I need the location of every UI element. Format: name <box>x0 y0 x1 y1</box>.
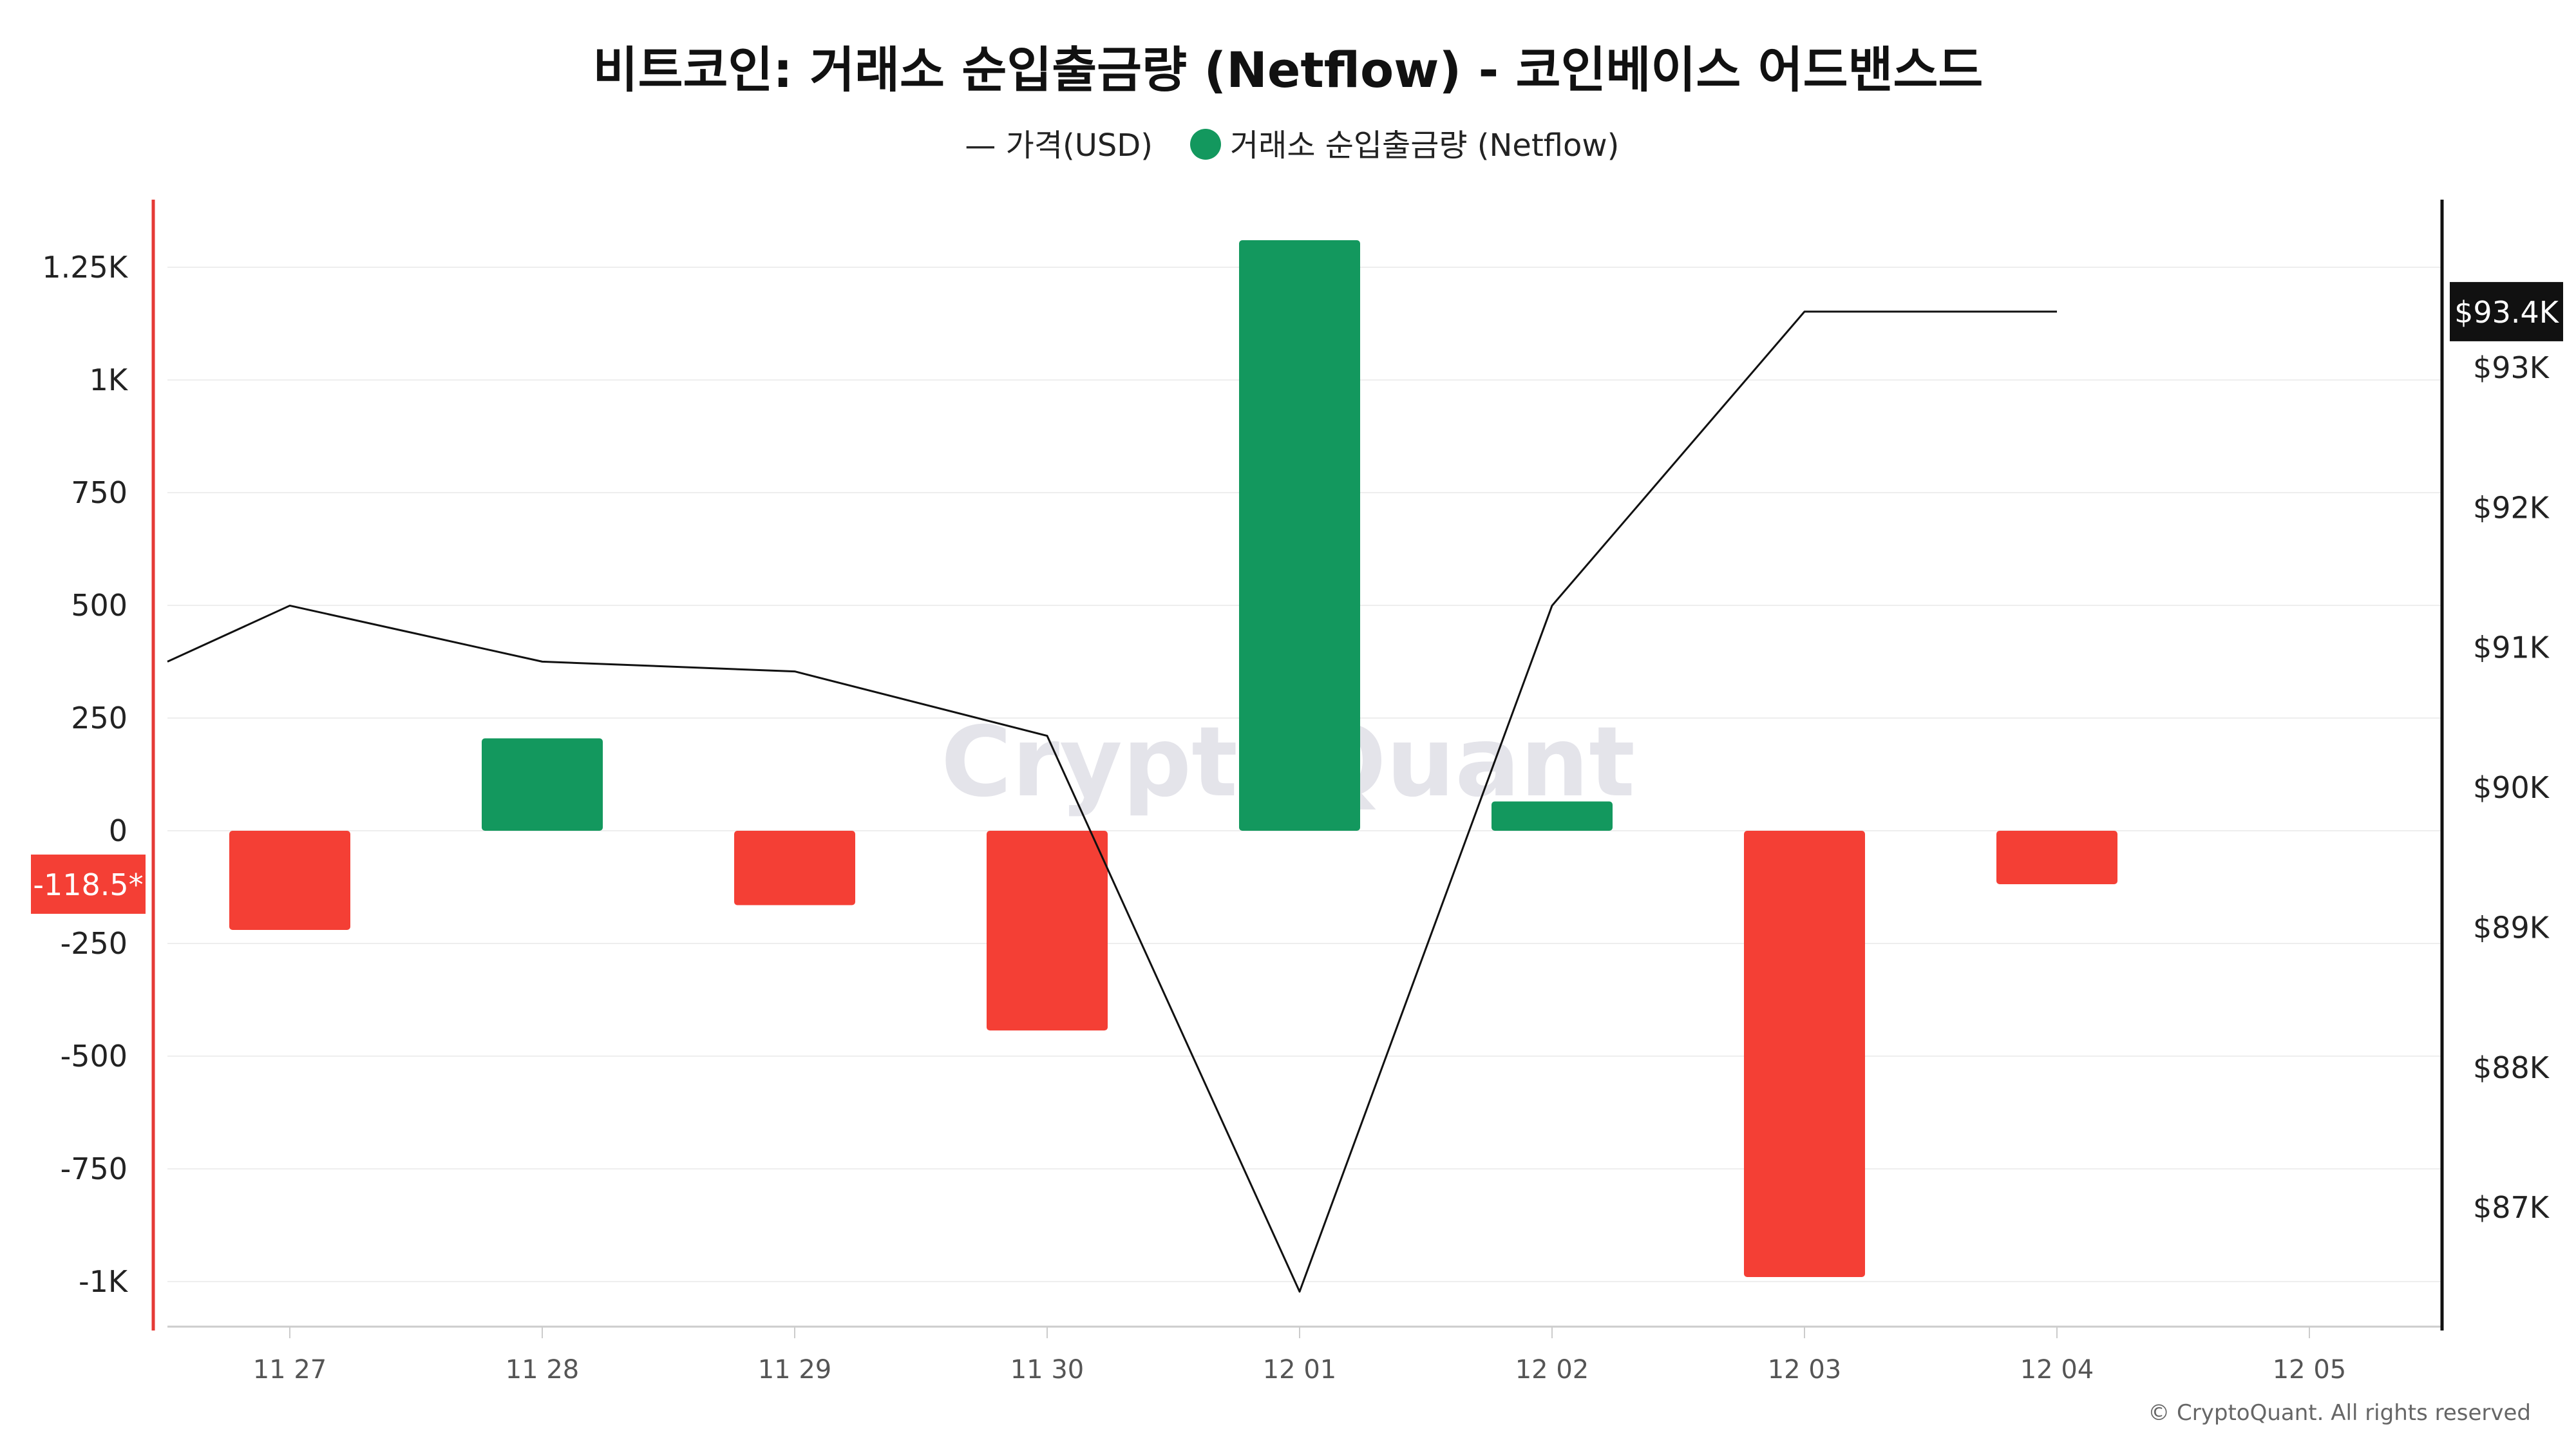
y-left-tick-label: -1K <box>79 1264 129 1299</box>
y-left-tick-label: 0 <box>109 813 128 848</box>
y-left-tick-label: 1.25K <box>42 250 128 285</box>
tick-labels: 1.25K 1K 750 500 250 0 -250 -500 -750 -1K $93K $92K… <box>42 250 2550 1385</box>
netflow-bar <box>734 831 855 905</box>
legend-netflow-label[interactable]: 거래소 순입출금량 (Netflow) <box>1230 128 1619 164</box>
x-tick-label: 11 28 <box>506 1355 580 1385</box>
netflow-bar <box>1239 240 1360 831</box>
y-left-tick-label: -250 <box>61 926 128 961</box>
axes <box>151 200 2444 1331</box>
y-right-tick-label: $90K <box>2473 770 2550 805</box>
y-left-tick-label: 750 <box>71 475 128 510</box>
current-netflow-badge: -118.5* <box>31 854 146 914</box>
x-tick-label: 11 27 <box>253 1355 327 1385</box>
y-right-tick-label: $89K <box>2473 910 2550 945</box>
netflow-bar <box>987 831 1108 1031</box>
y-left-tick-label: -750 <box>61 1151 128 1186</box>
price-line <box>167 310 2057 1293</box>
netflow-bar <box>1492 801 1613 831</box>
current-price-badge: $93.4K <box>2450 281 2563 341</box>
netflow-bar <box>1744 831 1865 1277</box>
legend-price-label[interactable]: — 가격(USD) <box>965 128 1153 164</box>
x-tick-label: 11 30 <box>1010 1355 1084 1385</box>
x-tick-label: 11 29 <box>758 1355 832 1385</box>
y-left-tick-label: 500 <box>71 588 128 623</box>
y-left-tick-label: 1K <box>90 363 129 397</box>
netflow-bar <box>482 738 603 831</box>
y-right-tick-label: $91K <box>2473 630 2550 665</box>
y-right-tick-label: $88K <box>2473 1050 2550 1085</box>
netflow-bars <box>229 240 2117 1277</box>
x-tick-label: 12 05 <box>2273 1355 2347 1385</box>
y-left-tick-label: 250 <box>71 701 128 735</box>
x-tick-label: 12 02 <box>1515 1355 1589 1385</box>
chart-title: 비트코인: 거래소 순입출금량 (Netflow) - 코인베이스 어드밴스드 <box>593 41 1984 99</box>
price-line-group <box>167 310 2057 1293</box>
x-tick-label: 12 03 <box>1768 1355 1842 1385</box>
y-left-tick-label: -500 <box>61 1039 128 1074</box>
y-right-tick-label: $93K <box>2473 350 2550 385</box>
current-price-value: $93.4K <box>2454 295 2560 330</box>
x-tick-label: 12 04 <box>2020 1355 2094 1385</box>
current-netflow-value: -118.5* <box>33 867 143 902</box>
x-tick-label: 12 01 <box>1263 1355 1337 1385</box>
copyright-footer: © CryptoQuant. All rights reserved <box>2148 1400 2531 1426</box>
netflow-bar <box>1996 831 2117 884</box>
y-right-tick-label: $92K <box>2473 490 2550 525</box>
netflow-bar <box>229 831 350 930</box>
legend[interactable]: — 가격(USD) 거래소 순입출금량 (Netflow) <box>965 128 1619 164</box>
y-right-tick-label: $87K <box>2473 1190 2550 1225</box>
legend-netflow-dot <box>1190 129 1221 160</box>
